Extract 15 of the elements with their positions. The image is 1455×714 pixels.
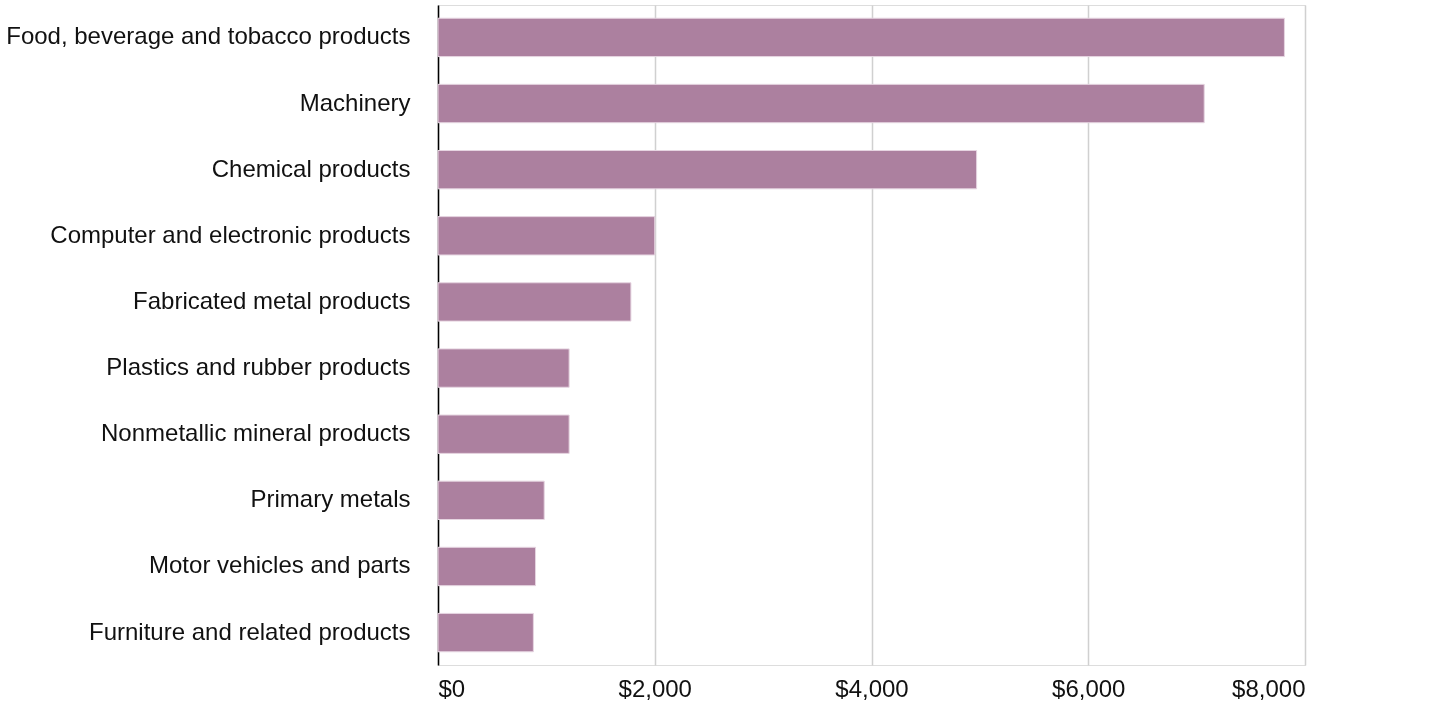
y-tick-label: Furniture and related products — [88, 617, 411, 645]
y-tick-label: Nonmetallic mineral products — [101, 419, 411, 447]
y-tick-label: Primary metals — [250, 485, 411, 513]
y-tick-label: Chemical products — [211, 154, 411, 182]
y-tick-label: Fabricated metal products — [133, 286, 411, 314]
y-tick-label: Machinery — [299, 88, 411, 116]
y-tick-label: Motor vehicles and parts — [149, 551, 411, 579]
y-tick-label: Plastics and rubber products — [106, 353, 411, 381]
x-tick-label: $0 — [438, 674, 466, 702]
y-tick-label: Food, beverage and tobacco products — [6, 22, 411, 50]
y-tick-label: Computer and electronic products — [50, 220, 411, 248]
x-tick-label: $6,000 — [1052, 674, 1126, 702]
x-tick-label: $8,000 — [1232, 674, 1306, 702]
x-tick-label: $2,000 — [618, 674, 692, 702]
x-tick-label: $4,000 — [835, 674, 909, 702]
